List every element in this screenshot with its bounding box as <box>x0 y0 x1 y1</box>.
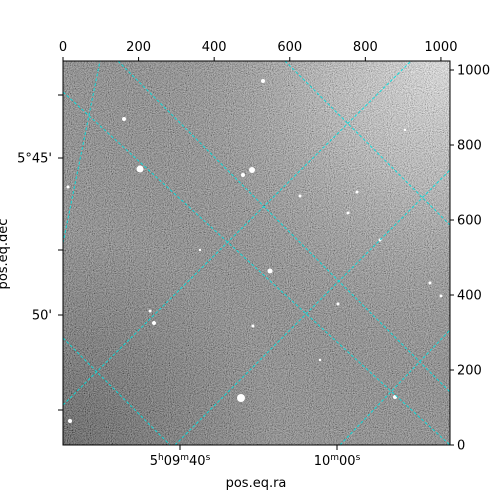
star <box>198 248 202 252</box>
right-tick-label: 0 <box>457 439 465 454</box>
star <box>428 281 432 285</box>
star <box>403 128 407 132</box>
ra-axis: 5h09m40s 10m00s <box>58 94 361 469</box>
ra-tick-label: 10m00s <box>314 453 361 469</box>
dec-tick-label: 50' <box>32 309 52 324</box>
star <box>237 394 245 402</box>
star <box>318 358 322 362</box>
y-axis-title: pos.eq.dec <box>0 219 11 290</box>
star <box>148 309 152 313</box>
star <box>68 419 72 423</box>
star <box>66 185 70 189</box>
grid-line <box>284 61 450 226</box>
star <box>241 173 245 177</box>
grid-line <box>63 337 171 445</box>
grid-line <box>63 61 101 244</box>
star <box>249 167 255 173</box>
ra-tick-label: 5h09m40s <box>150 453 211 469</box>
right-tick-label: 200 <box>457 364 482 379</box>
grid-line <box>63 91 450 445</box>
star <box>355 190 359 194</box>
star <box>346 211 350 215</box>
grid-line <box>339 329 450 445</box>
coordinate-grid <box>63 61 450 445</box>
right-tick-label: 400 <box>457 289 482 304</box>
top-tick-label: 200 <box>126 40 151 55</box>
top-tick-label: 1000 <box>424 40 457 55</box>
star <box>439 294 443 298</box>
dec-tick-label: 5°45' <box>17 152 52 167</box>
grid-line <box>117 61 450 393</box>
star <box>267 268 273 274</box>
pixel-x-axis: 0 200 400 600 800 1000 <box>59 40 457 61</box>
star <box>298 194 302 198</box>
star <box>136 165 144 173</box>
x-axis-title: pos.eq.ra <box>226 476 287 491</box>
top-tick-label: 0 <box>59 40 67 55</box>
right-tick-label: 800 <box>457 139 482 154</box>
top-tick-label: 600 <box>277 40 302 55</box>
star <box>152 321 156 325</box>
right-tick-label: 600 <box>457 214 482 229</box>
top-tick-label: 400 <box>202 40 227 55</box>
star-field <box>66 79 443 423</box>
star <box>336 302 340 306</box>
pixel-y-axis: 0 200 400 600 800 1000 <box>450 64 490 454</box>
sky-image <box>63 61 450 445</box>
star <box>122 117 126 121</box>
top-tick-label: 800 <box>353 40 378 55</box>
dec-axis: 5°45' 50' <box>17 152 63 324</box>
star <box>261 79 265 83</box>
grid-line <box>63 61 412 406</box>
plot-frame <box>62 60 451 446</box>
star <box>251 324 255 328</box>
right-tick-label: 1000 <box>457 64 490 79</box>
